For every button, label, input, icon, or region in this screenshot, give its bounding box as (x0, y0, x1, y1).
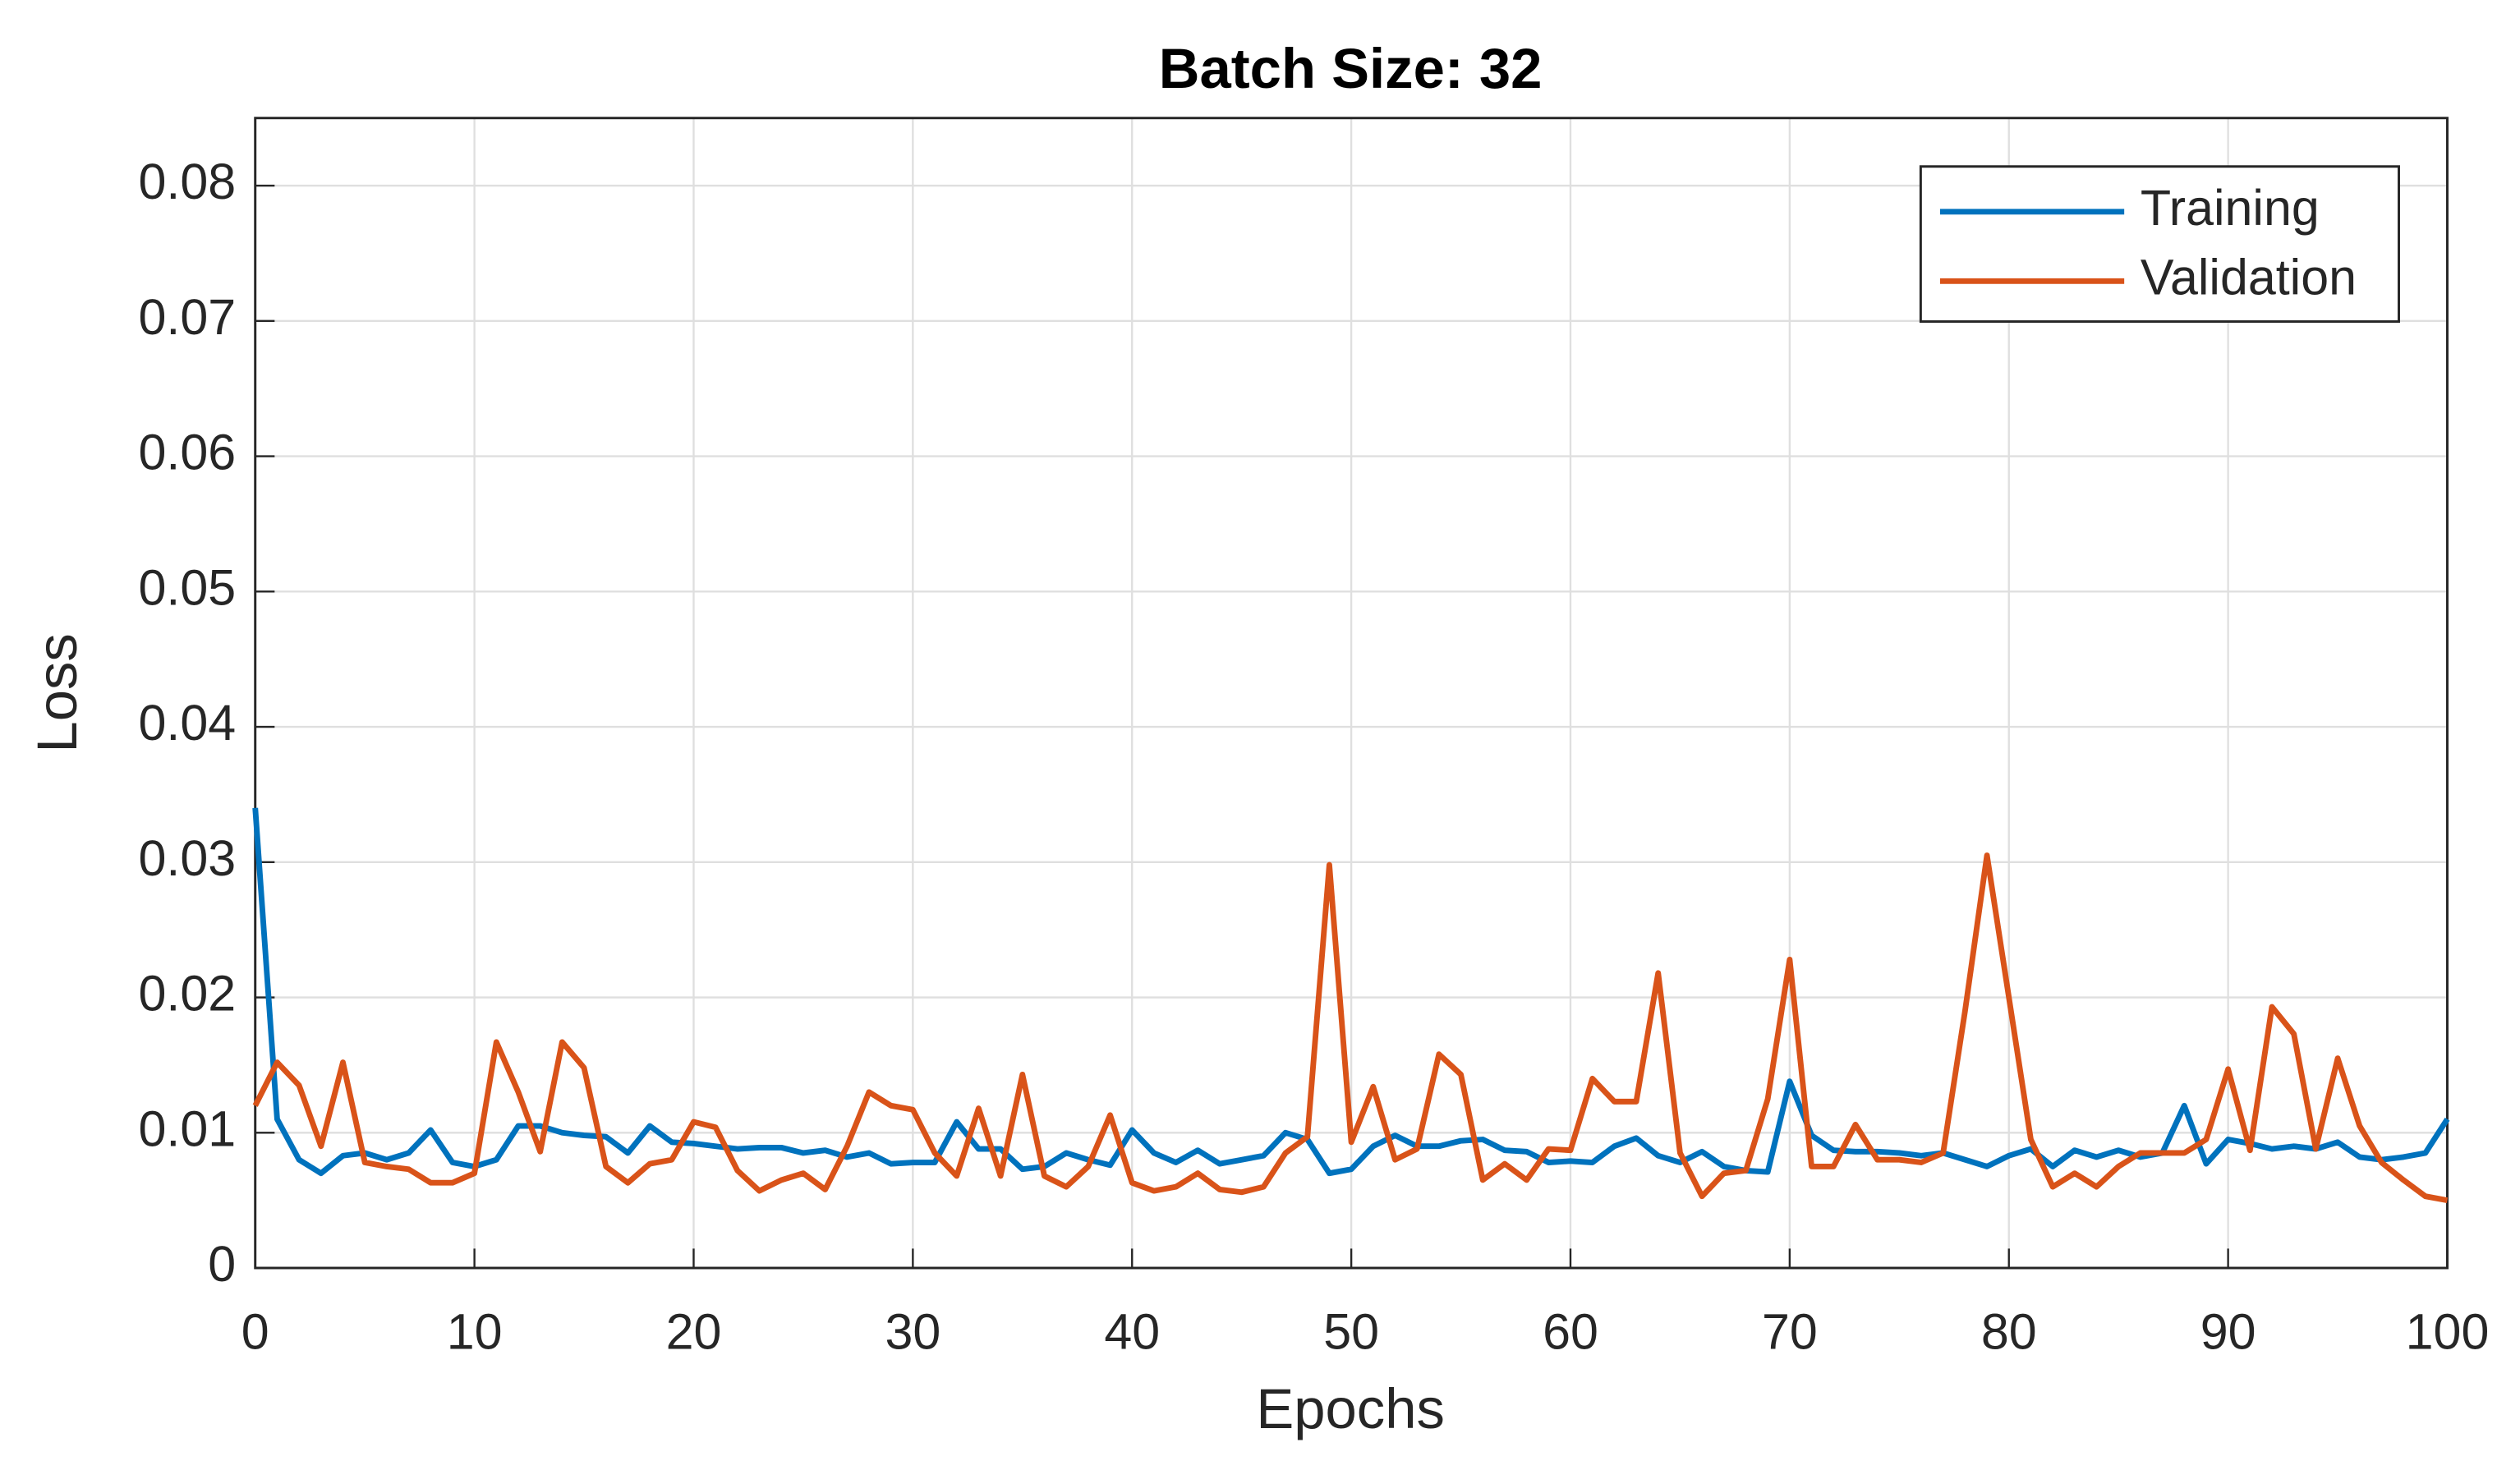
axes-box (254, 117, 2449, 1270)
data-line (252, 807, 2450, 1177)
y-tick-label: 0.04 (138, 695, 236, 751)
y-tick-label: 0 (208, 1236, 236, 1292)
x-tick-label: 70 (1762, 1304, 1818, 1360)
x-axis-label: Epochs (1256, 1377, 1445, 1440)
y-tick-label: 0.07 (138, 289, 236, 345)
x-tick-label: 100 (2406, 1304, 2490, 1360)
chart-title: Batch Size: 32 (1159, 37, 1543, 100)
x-tick-label: 0 (241, 1304, 269, 1360)
x-tick-label: 60 (1543, 1304, 1598, 1360)
y-tick-label: 0.01 (138, 1100, 236, 1156)
x-tick-label: 90 (2200, 1304, 2256, 1360)
x-tick-label: 10 (447, 1304, 503, 1360)
legend-box (1919, 165, 2400, 324)
legend-label: Training (2141, 180, 2320, 236)
x-tick-label: 20 (666, 1304, 722, 1360)
y-tick-label: 0.08 (138, 154, 236, 209)
x-tick-label: 80 (1981, 1304, 2037, 1360)
y-tick-label: 0.02 (138, 966, 236, 1022)
x-tick-label: 30 (885, 1304, 940, 1360)
data-line (252, 852, 2449, 1204)
x-tick-label: 40 (1104, 1304, 1160, 1360)
x-tick-label: 50 (1323, 1304, 1379, 1360)
y-tick-label: 0.03 (138, 830, 236, 886)
y-axis-label: Loss (25, 633, 89, 752)
y-tick-label: 0.06 (138, 425, 236, 480)
legend-label: Validation (2141, 249, 2357, 305)
y-tick-label: 0.05 (138, 559, 236, 615)
